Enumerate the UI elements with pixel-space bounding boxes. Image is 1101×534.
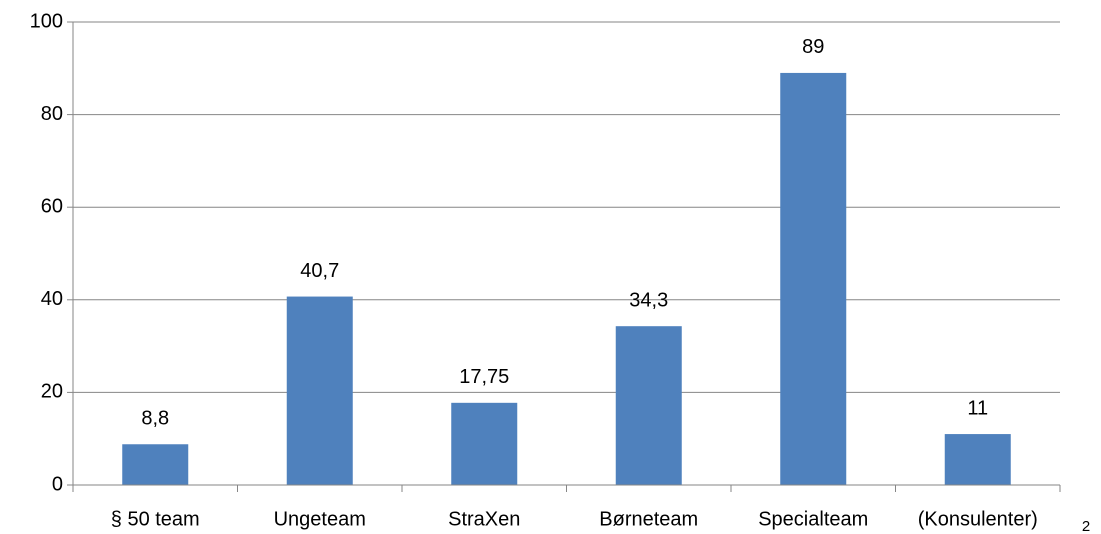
x-tick-label: Børneteam	[599, 508, 698, 530]
x-tick-label: Ungeteam	[274, 508, 366, 530]
value-label: 8,8	[141, 408, 169, 430]
y-tick-label: 80	[41, 103, 63, 125]
y-tick-label: 20	[41, 381, 63, 403]
value-label: 11	[967, 397, 988, 419]
x-tick-label: § 50 team	[111, 508, 200, 530]
bar	[286, 296, 353, 485]
page-number: 2	[1082, 518, 1090, 534]
x-tick-label: StraXen	[448, 508, 520, 530]
bar	[451, 402, 518, 485]
value-label: 40,7	[300, 260, 339, 282]
bar	[122, 444, 189, 485]
x-tick-label: (Konsulenter)	[918, 508, 1038, 530]
y-tick-label: 0	[52, 473, 63, 495]
y-tick-label: 100	[30, 10, 63, 32]
value-label: 17,75	[459, 366, 509, 388]
bar	[944, 434, 1011, 485]
value-label: 34,3	[629, 289, 668, 311]
bar	[615, 326, 682, 485]
y-tick-label: 60	[41, 195, 63, 217]
x-tick-label: Specialteam	[758, 508, 868, 530]
bar	[780, 72, 847, 486]
value-label: 89	[802, 36, 824, 58]
y-tick-label: 40	[41, 288, 63, 310]
